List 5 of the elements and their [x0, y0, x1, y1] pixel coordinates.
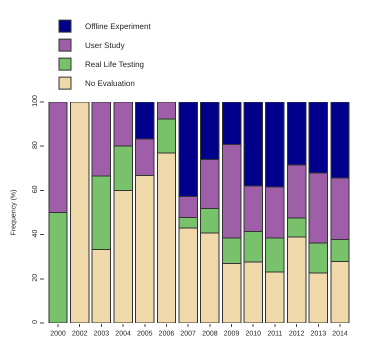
legend-label: User Study: [85, 41, 125, 50]
bar: [70, 102, 90, 323]
legend-label: No Evaluation: [85, 79, 135, 88]
legend-label: Offline Experiment: [85, 22, 152, 32]
legend-label: Real Life Testing: [85, 60, 144, 70]
